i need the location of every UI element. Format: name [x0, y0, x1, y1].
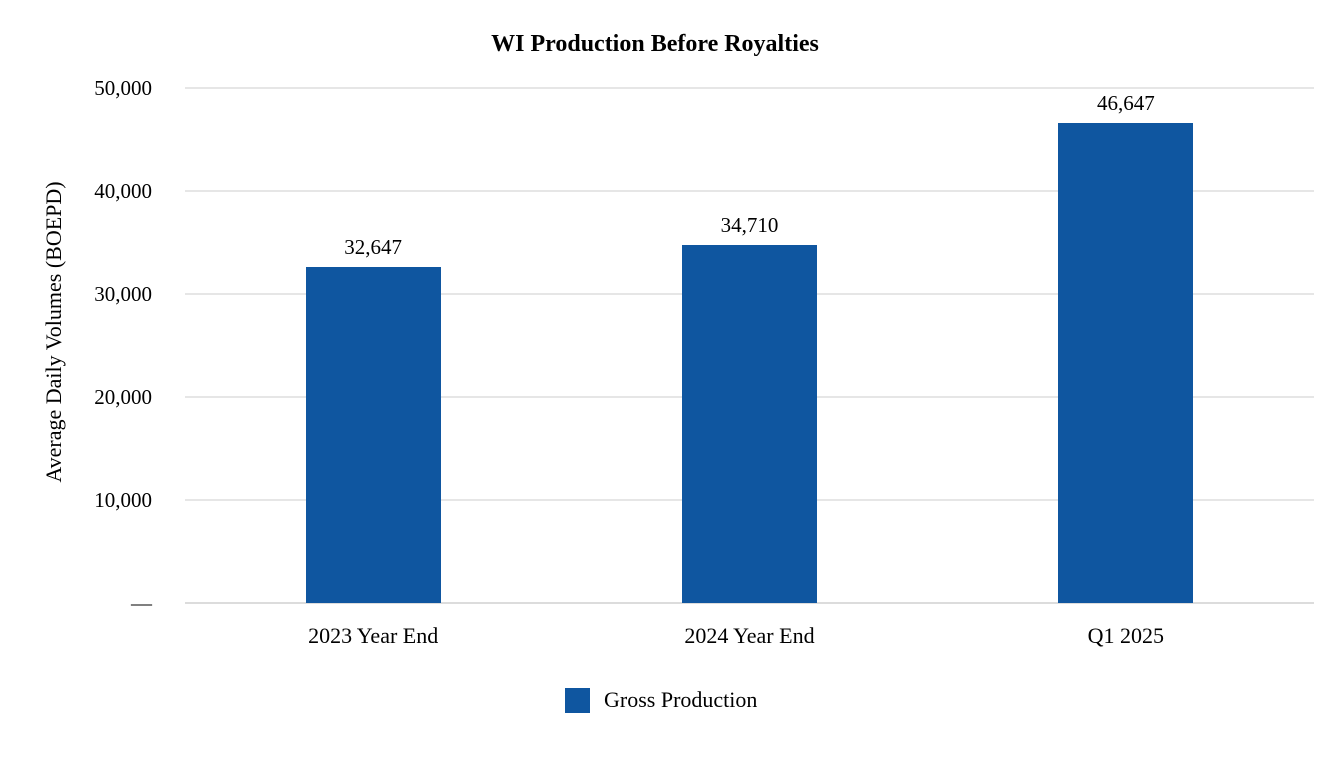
gridline: [185, 87, 1314, 89]
y-axis-title: Average Daily Volumes (BOEPD): [41, 181, 66, 483]
y-axis-tick-label: —: [131, 591, 152, 615]
y-axis-tick-label: 30,000: [94, 282, 152, 306]
y-axis-tick-label: 20,000: [94, 385, 152, 409]
y-axis-tick-label: 50,000: [94, 76, 152, 100]
bar-1: [305, 266, 441, 603]
x-axis-label: 2024 Year End: [684, 623, 815, 648]
y-axis-tick-label: 40,000: [94, 179, 152, 203]
data-label: 46,647: [1096, 90, 1155, 115]
legend-label: Gross Production: [604, 687, 758, 712]
legend: Gross Production: [565, 687, 757, 713]
x-axis-line: [185, 602, 1314, 604]
bar-3: [1058, 122, 1194, 603]
gridline: [185, 190, 1314, 192]
x-axis-label: 2023 Year End: [308, 623, 439, 648]
bar-2: [682, 245, 817, 603]
y-axis-tick-label: 10,000: [94, 488, 152, 512]
x-axis-label: Q1 2025: [1087, 623, 1165, 648]
data-label: 34,710: [720, 213, 779, 238]
chart-title: WI Production Before Royalties: [491, 31, 819, 57]
data-label: 32,647: [344, 234, 403, 259]
plot-area: [185, 87, 1314, 604]
legend-swatch: [565, 687, 590, 713]
